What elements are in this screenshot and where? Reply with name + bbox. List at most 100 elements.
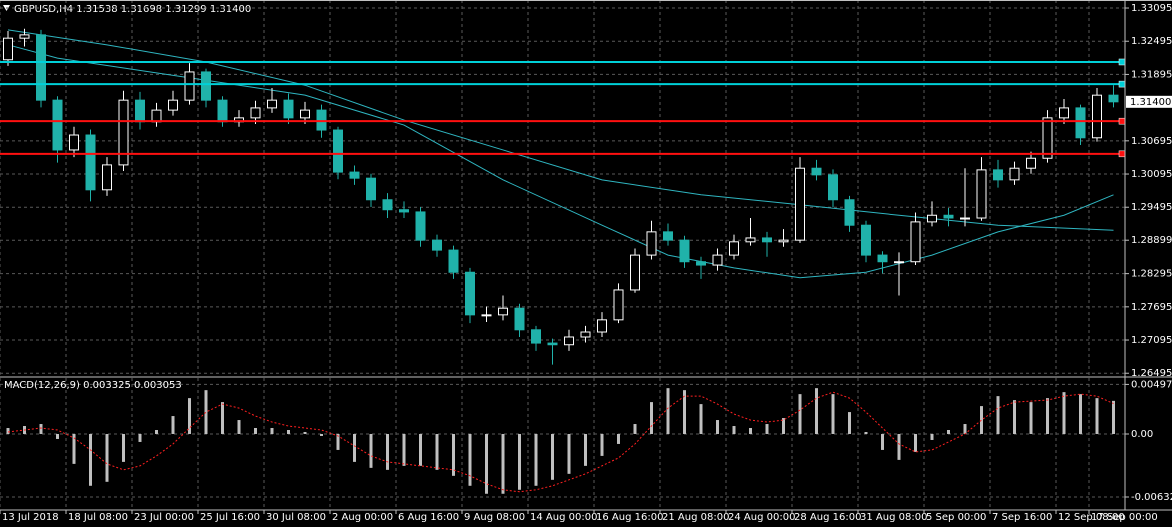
candle-body — [712, 254, 723, 266]
x-tick-label: 24 Aug 00:00 — [728, 512, 795, 523]
macd-bar — [534, 433, 538, 486]
macd-bar — [39, 424, 43, 434]
candle-body — [894, 261, 904, 264]
macd-bar — [188, 398, 191, 434]
candle-body — [729, 241, 739, 256]
candle-body — [1009, 167, 1020, 181]
candle-body — [811, 167, 822, 176]
macd-bar — [303, 431, 307, 434]
macd-bar — [914, 433, 917, 452]
candle-body — [613, 289, 624, 321]
candle-body — [316, 109, 327, 131]
x-tick-label: 16 Aug 16:00 — [596, 512, 663, 523]
candle-body — [481, 314, 492, 317]
macd-bar — [6, 428, 10, 434]
candle-body — [531, 329, 541, 344]
macd-bar — [650, 402, 653, 434]
y-tick-label: 1.30095 — [1131, 169, 1172, 180]
level-handle — [1118, 80, 1126, 88]
candle-body — [300, 109, 310, 119]
candle-body — [745, 237, 756, 243]
macd-bar — [551, 433, 554, 480]
candle-body — [960, 217, 970, 220]
macd-bar — [815, 388, 818, 434]
candle-body — [663, 231, 673, 241]
y-tick-label: 0.00 — [1131, 429, 1153, 440]
x-tick-label: 23 Jul 00:00 — [134, 512, 194, 523]
macd-bar — [56, 433, 59, 439]
candle-body — [844, 199, 855, 226]
macd-bar — [402, 433, 406, 466]
candle-body — [762, 237, 772, 243]
macd-bar — [732, 426, 736, 434]
macd-bar — [683, 390, 686, 434]
candle-body — [1042, 117, 1053, 159]
macd-bar — [171, 416, 175, 434]
candle-body — [36, 34, 46, 101]
candle-body — [85, 134, 96, 191]
y-tick-label: 0.004977 — [1131, 379, 1172, 390]
macd-bar — [633, 424, 637, 434]
candle-body — [696, 261, 706, 266]
macd-bar — [666, 388, 670, 434]
x-tick-label: 13 Jul 2018 — [2, 512, 59, 523]
x-tick-label: 18 Jul 08:00 — [68, 512, 128, 523]
candle-body — [679, 239, 690, 263]
x-tick-label: 30 Jul 08:00 — [266, 512, 326, 523]
macd-bar — [897, 433, 901, 460]
macd-bar — [996, 396, 1000, 434]
candle-body — [646, 231, 657, 256]
x-tick-label: 31 Aug 08:00 — [860, 512, 927, 523]
candle-body — [943, 214, 954, 219]
candle-body — [861, 224, 871, 256]
macd-bar — [270, 428, 274, 434]
candle-body — [1108, 94, 1119, 103]
x-tick-label: 9 Aug 08:00 — [464, 512, 525, 523]
x-tick-label: 6 Aug 16:00 — [398, 512, 459, 523]
y-tick-label: -0.006325 — [1131, 492, 1172, 503]
candle-body — [514, 307, 525, 331]
x-tick-label: 28 Aug 16:00 — [794, 512, 861, 523]
x-tick-label: 2 Aug 00:00 — [332, 512, 393, 523]
current-price-box — [1126, 95, 1172, 108]
indicator-title: MACD(12,26,9) 0.003325 0.003053 — [4, 380, 182, 391]
macd-bar — [584, 433, 587, 466]
candle-body — [201, 71, 211, 101]
candle-body — [366, 177, 376, 201]
candle-body — [877, 254, 888, 263]
candle-body — [267, 99, 277, 109]
macd-bar — [254, 428, 257, 434]
macd-bar — [798, 394, 802, 434]
macd-bar — [204, 390, 208, 434]
candle-body — [1075, 107, 1086, 139]
macd-bar — [765, 424, 769, 434]
macd-bar — [518, 433, 521, 490]
y-tick-label: 1.27695 — [1131, 302, 1172, 313]
candle-body — [184, 71, 195, 101]
macd-bar — [72, 433, 76, 464]
candle-body — [564, 336, 574, 346]
x-tick-label: 25 Jul 16:00 — [200, 512, 260, 523]
candle-body — [135, 99, 145, 123]
macd-bar — [386, 433, 389, 470]
candle-body — [1026, 157, 1036, 169]
x-tick-label: 5 Sep 00:00 — [926, 512, 986, 523]
candle-body — [448, 249, 459, 273]
y-tick-label: 1.33095 — [1131, 3, 1172, 14]
macd-bar — [848, 412, 851, 434]
macd-bar — [1062, 392, 1066, 434]
candle-body — [1092, 94, 1102, 139]
x-tick-label: 14 Aug 00:00 — [530, 512, 597, 523]
candle-body — [597, 319, 607, 333]
macd-bar — [617, 433, 620, 444]
candle-body — [52, 99, 63, 151]
macd-bar — [155, 430, 158, 434]
macd-bar — [501, 433, 505, 494]
candle-body — [333, 129, 343, 173]
candle-body — [19, 34, 30, 39]
macd-bar — [221, 402, 224, 434]
candle-body — [283, 99, 294, 119]
candle-body — [415, 211, 426, 241]
macd-bar — [947, 430, 950, 434]
